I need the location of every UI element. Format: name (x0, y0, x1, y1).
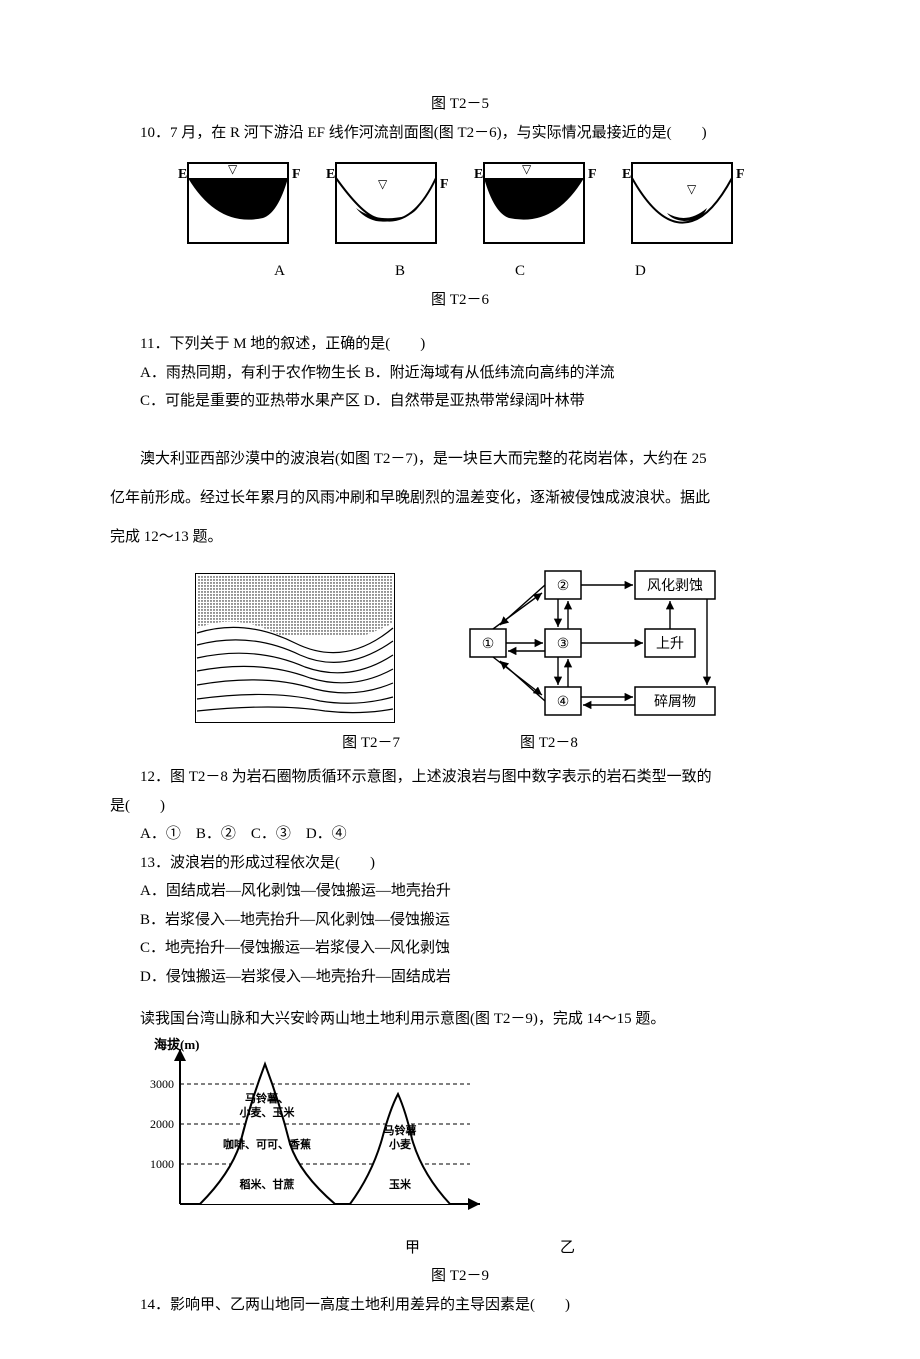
fig-t2-9-wrap: 海拔(m) 3000 2000 1000 马铃薯、 小麦、玉米 咖啡、可可、香蕉 (110, 1034, 810, 1234)
svg-text:F: F (588, 167, 597, 182)
q10-letter-d: D (635, 257, 646, 286)
svg-text:马铃薯、: 马铃薯、 (245, 1091, 289, 1105)
svg-text:海拔(m): 海拔(m) (154, 1037, 200, 1052)
fig-t2-7-8-row: ② ① ③ ④ 风化剥蚀 上升 碎屑物 (110, 563, 810, 723)
svg-text:E: E (474, 167, 483, 182)
q13-opt-c: C．地壳抬升—侵蚀搬运—岩浆侵入—风化剥蚀 (110, 934, 810, 963)
svg-text:玉米: 玉米 (389, 1177, 412, 1191)
passage12-line3: 完成 12～13 题。 (110, 518, 810, 557)
q10-diagram-c: E F ▽ (464, 153, 604, 253)
q11-stem: 11．下列关于 M 地的叙述，正确的是( ) (110, 330, 810, 359)
svg-text:F: F (440, 177, 449, 192)
svg-text:▽: ▽ (228, 162, 238, 176)
q10-diagram-d: E F ▽ (612, 153, 752, 253)
q11-opts-ab: A．雨热同期，有利于农作物生长 B．附近海域有从低纬流向高纬的洋流 (110, 359, 810, 388)
q10-letter-b: B (395, 257, 405, 286)
svg-text:②: ② (557, 579, 570, 594)
fig-t2-9-xlab-right: 乙 (560, 1234, 575, 1263)
q10-letters: A B C D (110, 257, 810, 286)
q11-opt-c: C．可能是重要的亚热带水果产区 (140, 393, 360, 409)
fig-t2-8-diagram: ② ① ③ ④ 风化剥蚀 上升 碎屑物 (445, 563, 725, 723)
fig-t2-7-image (195, 573, 395, 723)
q10-letter-a: A (274, 257, 285, 286)
q11-opt-a: A．雨热同期，有利于农作物生长 (140, 365, 361, 381)
svg-text:E: E (326, 167, 335, 182)
fig-t2-9-chart: 海拔(m) 3000 2000 1000 马铃薯、 小麦、玉米 咖啡、可可、香蕉 (110, 1034, 490, 1234)
svg-text:马铃薯: 马铃薯 (384, 1123, 417, 1137)
fig-t2-5-label: 图 T2－5 (110, 90, 810, 119)
q13-stem: 13．波浪岩的形成过程依次是( ) (110, 849, 810, 878)
fig-t2-6-label: 图 T2－6 (110, 286, 810, 315)
q11-opt-d: D．自然带是亚热带常绿阔叶林带 (364, 393, 585, 409)
svg-text:④: ④ (557, 695, 570, 710)
q10-diagram-a: E F ▽ (168, 153, 308, 253)
svg-text:▽: ▽ (378, 177, 388, 191)
fig-t2-8-label: 图 T2－8 (520, 729, 578, 758)
svg-text:1000: 1000 (150, 1157, 174, 1171)
q10-stem: 10．7 月，在 R 河下游沿 EF 线作河流剖面图(图 T2－6)，与实际情况… (110, 119, 810, 148)
svg-text:F: F (292, 167, 301, 182)
svg-text:▽: ▽ (687, 182, 697, 196)
passage12-line2: 亿年前形成。经过长年累月的风雨冲刷和早晚剧烈的温差变化，逐渐被侵蚀成波浪状。据此 (110, 479, 810, 518)
q13-opt-b: B．岩浆侵入—地壳抬升—风化剥蚀—侵蚀搬运 (110, 906, 810, 935)
q10-letter-c: C (515, 257, 525, 286)
q12-stem2: 是( ) (110, 792, 810, 821)
svg-text:▽: ▽ (522, 162, 532, 176)
fig-t2-7-label: 图 T2－7 (342, 729, 400, 758)
svg-text:①: ① (482, 637, 495, 652)
svg-text:E: E (622, 167, 631, 182)
svg-text:2000: 2000 (150, 1117, 174, 1131)
passage12-line1: 澳大利亚西部沙漠中的波浪岩(如图 T2－7)，是一块巨大而完整的花岗岩体，大约在… (110, 440, 810, 479)
fig-t2-7-8-labels: 图 T2－7 图 T2－8 (110, 729, 810, 758)
svg-text:碎屑物: 碎屑物 (654, 694, 696, 710)
q12-stem1: 12．图 T2－8 为岩石圈物质循环示意图，上述波浪岩与图中数字表示的岩石类型一… (110, 763, 810, 792)
q11-opts-cd: C．可能是重要的亚热带水果产区 D．自然带是亚热带常绿阔叶林带 (110, 387, 810, 416)
fig-t2-6-row: E F ▽ E F ▽ E F ▽ E F ▽ (110, 153, 810, 253)
svg-text:3000: 3000 (150, 1077, 174, 1091)
q10-diagram-b: E F ▽ (316, 153, 456, 253)
fig-t2-9-caption: 图 T2－9 (110, 1262, 810, 1291)
fig-t2-9-xlab-left: 甲 (405, 1234, 420, 1263)
svg-text:上升: 上升 (656, 636, 684, 652)
svg-text:咖啡、可可、香蕉: 咖啡、可可、香蕉 (223, 1137, 311, 1151)
svg-text:③: ③ (557, 637, 570, 652)
svg-text:E: E (178, 167, 187, 182)
svg-text:稻米、甘蔗: 稻米、甘蔗 (240, 1177, 295, 1191)
q11-opt-b: B．附近海域有从低纬流向高纬的洋流 (365, 365, 615, 381)
q13-opt-a: A．固结成岩—风化剥蚀—侵蚀搬运—地壳抬升 (110, 877, 810, 906)
svg-text:小麦、玉米: 小麦、玉米 (239, 1105, 296, 1119)
q14-stem: 14．影响甲、乙两山地同一高度土地利用差异的主导因素是( ) (110, 1291, 810, 1320)
q13-opt-d: D．侵蚀搬运—岩浆侵入—地壳抬升—固结成岩 (110, 963, 810, 992)
q12-opts: A．① B．② C．③ D．④ (110, 820, 810, 849)
svg-text:风化剥蚀: 风化剥蚀 (647, 578, 703, 594)
svg-text:F: F (736, 167, 745, 182)
passage14: 读我国台湾山脉和大兴安岭两山地土地利用示意图(图 T2－9)，完成 14～15 … (110, 1005, 810, 1034)
fig-t2-9-xlabels: 甲 乙 (170, 1234, 810, 1263)
svg-text:小麦: 小麦 (388, 1137, 412, 1151)
